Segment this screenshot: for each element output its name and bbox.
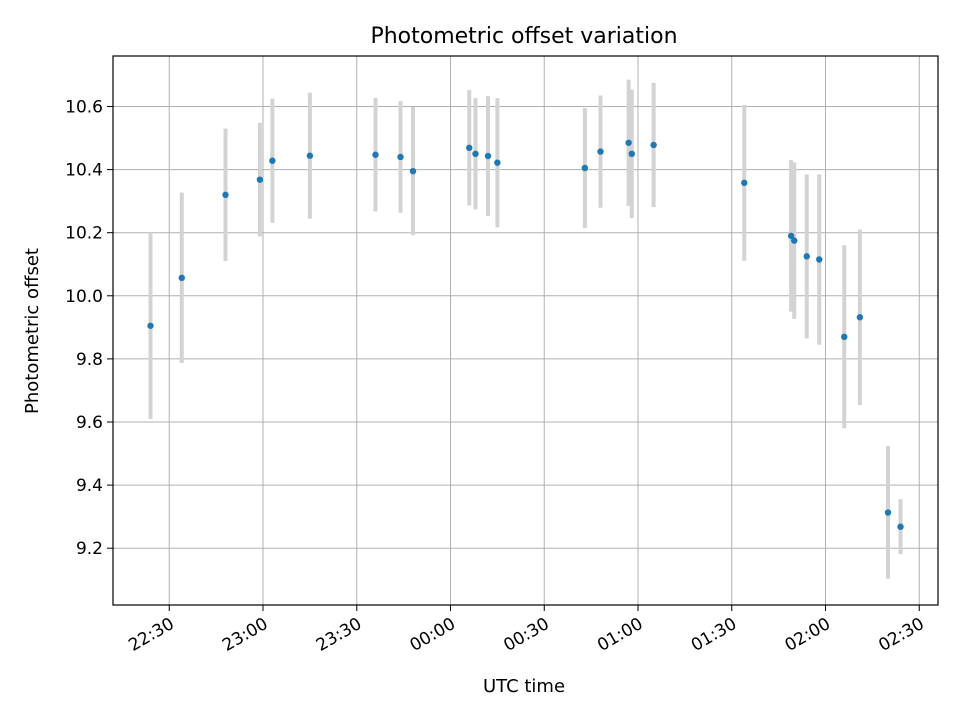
x-tick-label: 02:30 [875, 614, 927, 656]
data-point [472, 150, 479, 158]
data-point [741, 179, 748, 187]
data-point [494, 159, 501, 166]
data-point [222, 191, 229, 199]
y-tick-label: 9.2 [76, 539, 103, 559]
y-tick-label: 9.6 [76, 413, 103, 433]
x-tick-label: 22:30 [125, 614, 177, 656]
y-tick-label: 9.8 [76, 350, 103, 370]
y-tick-label: 10.0 [65, 287, 103, 307]
x-tick-label: 23:00 [219, 614, 271, 656]
data-point [816, 256, 823, 263]
data-point [791, 237, 798, 244]
y-axis: 9.2 9.4 9.6 9.8 10.0 10.2 10.4 10.6 [65, 97, 113, 559]
data-point [625, 139, 632, 146]
x-tick-label: 00:00 [407, 614, 459, 656]
data-point [597, 148, 604, 155]
chart-title: Photometric offset variation [370, 24, 677, 49]
x-tick-label: 01:00 [594, 614, 646, 656]
data-point [466, 144, 473, 152]
data-point [256, 176, 264, 183]
x-tick-label: 01:30 [688, 614, 740, 656]
data-points [147, 139, 904, 530]
x-tick-label: 23:30 [313, 614, 365, 656]
data-point [650, 141, 657, 149]
y-tick-label: 9.4 [76, 476, 103, 496]
plot-frame [112, 55, 939, 606]
data-point [306, 152, 314, 159]
data-point [409, 167, 417, 175]
data-point [841, 333, 848, 341]
data-point [147, 322, 154, 329]
data-point [897, 523, 904, 530]
data-point [803, 253, 810, 260]
x-axis-label: UTC time [483, 676, 565, 697]
data-point [884, 509, 892, 516]
x-tick-label: 00:30 [500, 614, 552, 656]
x-tick-label: 02:00 [782, 614, 834, 656]
data-point [856, 314, 864, 321]
x-axis: 22:30 23:00 23:30 00:00 00:30 01:00 01:30 02:00… [125, 605, 928, 656]
y-tick-label: 10.6 [65, 97, 103, 117]
y-axis-label: Photometric offset [22, 248, 43, 414]
data-point [178, 274, 185, 282]
data-point [484, 152, 492, 160]
data-point [372, 151, 379, 158]
grid [113, 56, 938, 605]
data-point [628, 150, 635, 158]
data-point [581, 164, 589, 172]
data-point [397, 153, 404, 161]
y-tick-label: 10.4 [65, 161, 103, 181]
y-tick-label: 10.2 [65, 224, 103, 244]
data-point [787, 232, 795, 240]
data-point [269, 157, 276, 164]
